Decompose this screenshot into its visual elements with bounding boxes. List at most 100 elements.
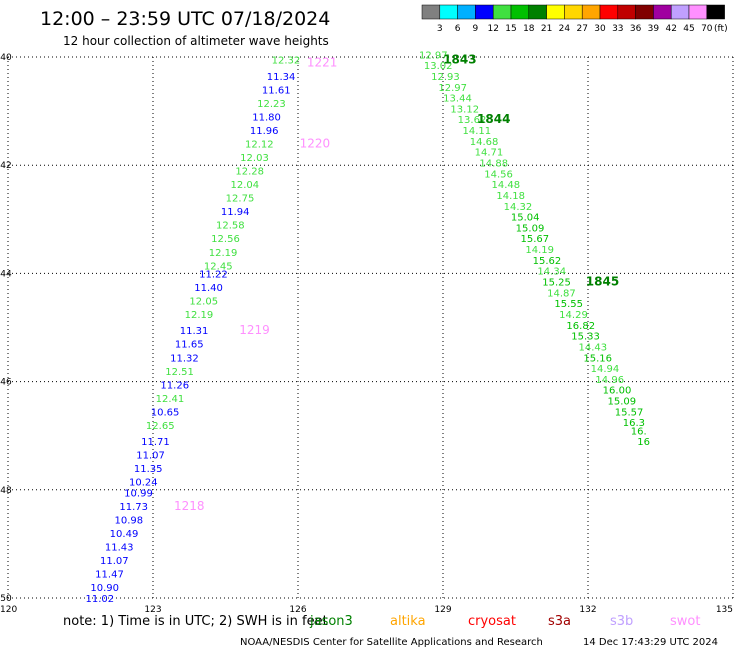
x-tick-label-0: 120 [0,605,17,615]
wave-height-label: 12.32 [272,56,301,67]
colorbar-swatch-1 [439,4,458,20]
time-label: 1218 [174,499,205,513]
wave-height-label: 16.82 [566,321,595,332]
colorbar-swatch-6 [528,4,547,20]
wave-height-label: 14.43 [579,342,608,353]
wave-height-label: 11.96 [250,126,279,137]
colorbar-label-13: 42 [665,24,676,34]
wave-height-label: 16.3 [623,418,645,429]
x-tick-label-3: 129 [434,605,451,615]
y-tick-label-0: -40 [0,53,12,63]
wave-height-label: 15.55 [554,299,583,310]
time-label: 1221 [307,55,338,69]
track-1: 12.9713.0212.9312.9713.4413.1213.6214.11… [419,50,650,448]
colorbar-swatch-4 [492,4,512,20]
colorbar-label-10: 33 [612,24,623,34]
wave-height-label: 12.93 [431,72,460,83]
satellite-legend: jason3 altika cryosat s3a s3b swot [309,614,700,629]
wave-height-label: 12.58 [216,221,245,232]
wave-height-label: 12.97 [419,50,448,61]
colorbar-swatch-2 [457,4,476,20]
colorbar-label-6: 21 [541,24,552,34]
colorbar-unit: (ft) [714,24,728,34]
wave-height-label: 14.87 [547,288,576,299]
colorbar-swatch-9 [581,4,601,20]
footer-credit: NOAA/NESDIS Center for Satellite Applica… [240,637,543,648]
wave-height-label: 11.71 [141,437,170,448]
wave-height-label: 11.43 [105,543,134,554]
wave-height-label: 15.33 [571,332,600,343]
wave-height-label: 15.67 [521,234,550,245]
wave-height-label: 14.32 [504,202,533,213]
wave-height-label: 11.47 [95,570,124,581]
colorbar-swatch-5 [510,4,530,20]
colorbar-swatch-16 [706,4,725,20]
wave-height-label: 11.35 [134,464,163,475]
x-tick-label-2: 126 [289,605,306,615]
wave-height-label: 11.73 [119,502,148,513]
wave-height-label: 16. [631,426,647,437]
colorbar-label-4: 15 [505,24,516,34]
footer-timestamp: 14 Dec 17:43:29 UTC 2024 [583,637,718,648]
satellite-s3b: s3b [610,614,633,629]
wave-height-label: 15.09 [608,397,637,408]
colorbar-label-8: 27 [576,24,587,34]
track-0: 12.32 11.34 11.61 12.23 11.80 11.96 12.12 12.03… [86,55,338,605]
colorbar-legend: 3 6 9 12 15 18 21 24 27 30 33 36 39 42 45 70 (ft) [421,4,728,34]
colorbar-label-2: 9 [473,24,479,34]
colorbar-swatch-0 [421,4,441,20]
wave-height-label: 11.31 [180,326,209,337]
wave-height-label: 14.18 [496,191,525,202]
wave-height-label: 11.34 [267,72,296,83]
wave-height-label: 12.45 [204,261,233,272]
axis-ticks: 120 123 126 129 132 135 -40 -42 -44 -46 -48 -50 [0,53,733,615]
wave-height-label: 12.56 [211,234,240,245]
wave-height-label: 15.16 [583,353,612,364]
time-label: 1845 [586,275,619,289]
wave-height-label: 14.88 [479,158,508,169]
wave-height-label: 14.19 [525,245,554,256]
y-tick-label-1: -42 [0,161,12,171]
wave-height-label: 15.04 [511,213,540,224]
note-text: note: 1) Time is in UTC; 2) SWH is in fe… [63,614,328,629]
wave-height-label: 14.94 [591,364,620,375]
wave-height-label: 14.96 [595,375,624,386]
wave-height-label: 12.04 [231,180,260,191]
time-label: 1220 [300,137,331,151]
wave-height-label: 11.32 [170,353,199,364]
wave-height-label: 11.07 [100,556,129,567]
y-tick-label-2: -44 [0,269,12,279]
wave-height-label: 12.19 [185,310,214,321]
colorbar-label-7: 24 [559,24,571,34]
wave-height-label: 12.19 [209,248,238,259]
colorbar-label-9: 30 [594,24,606,34]
wave-height-label: 13.62 [458,115,487,126]
wave-height-label: 13.44 [443,94,472,105]
grid-lines [7,56,734,599]
wave-height-label: 11.61 [262,85,291,96]
satellite-swot: swot [670,614,700,629]
wave-height-label: 12.28 [235,167,264,178]
x-tick-label-4: 132 [579,605,596,615]
wave-height-label: 12.12 [245,140,274,151]
wave-height-label: 10.98 [115,516,144,527]
wave-height-label: 14.29 [559,310,588,321]
wave-height-label: 14.34 [537,267,566,278]
wave-height-label: 12.51 [165,367,194,378]
wave-height-label: 14.11 [463,126,492,137]
y-tick-label-4: -48 [0,486,12,496]
wave-height-label: 10.65 [151,407,180,418]
wave-height-label: 12.23 [257,99,286,110]
colorbar-swatch-11 [617,4,636,20]
colorbar-label-5: 18 [523,24,535,34]
wave-height-label: 16.00 [603,386,632,397]
wave-height-label: 10.99 [124,489,153,500]
wave-height-label: 12.97 [438,83,467,94]
satellite-altika: altika [390,614,426,629]
time-label: 1844 [477,112,510,126]
wave-height-label: 11.65 [175,340,204,351]
colorbar-swatch-13 [653,4,672,20]
colorbar-swatch-8 [564,4,583,20]
colorbar-label-1: 6 [455,24,461,34]
